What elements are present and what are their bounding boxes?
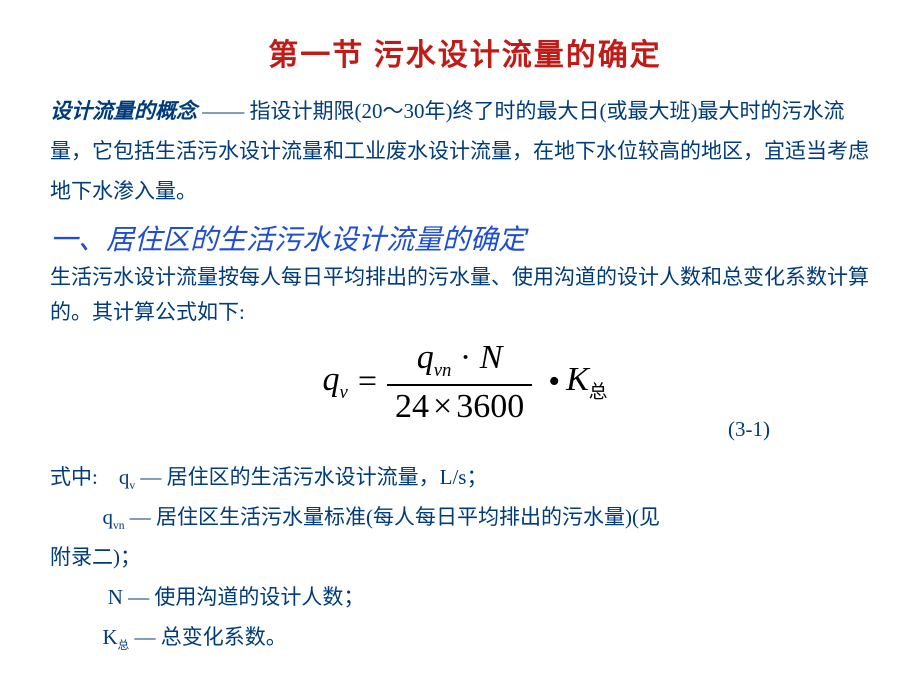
lhs-base: q [323, 361, 340, 398]
formula-block: qv = qvn · N 24×3600 • K总 (3-1) [50, 339, 880, 426]
text-0: 居住区的生活污水设计流量，L/s； [167, 465, 488, 489]
where-line-0: 式中: qv — 居住区的生活污水设计流量，L/s； [50, 458, 880, 498]
equation-number: (3-1) [728, 417, 770, 442]
where-line-4: K总 — 总变化系数。 [50, 618, 880, 658]
text-1: 居住区生活污水量标准(每人每日平均排出的污水量)(见 [156, 505, 660, 529]
den-a: 24 [395, 388, 429, 425]
sym-0: q [119, 465, 130, 489]
K-sub: 总 [589, 382, 608, 403]
num-sub: vn [434, 360, 452, 381]
where-block: 式中: qv — 居住区的生活污水设计流量，L/s； qvn — 居住区生活污水… [50, 458, 880, 658]
den-b: 3600 [456, 388, 524, 425]
concept-paragraph: 设计流量的概念 —— 指设计期限(20～30年)终了时的最大日(或最大班)最大时… [50, 92, 880, 212]
formula-lhs: qv [323, 361, 348, 404]
dash-1: — [125, 505, 157, 529]
den-times: × [433, 388, 452, 425]
dash-4: — [129, 625, 161, 649]
text-3: 使用沟道的设计人数； [154, 585, 364, 609]
concept-label: 设计流量的概念 [50, 99, 197, 123]
sub-1: vn [113, 520, 125, 532]
sym-4: K [103, 625, 118, 649]
cont-2: 附录二)； [50, 545, 141, 569]
where-line-2: 附录二)； [50, 538, 880, 578]
sub-4: 总 [118, 640, 130, 652]
fraction: qvn · N 24×3600 [387, 339, 532, 426]
dash-0: — [135, 465, 167, 489]
sym-1: q [103, 505, 114, 529]
denominator: 24×3600 [387, 384, 532, 426]
equals-sign: = [358, 363, 377, 401]
num-dot: · [460, 339, 471, 376]
dash-3: — [123, 585, 155, 609]
bullet-dot: • [548, 363, 560, 401]
where-intro: 式中: [50, 465, 98, 489]
lhs-sub: v [340, 382, 348, 403]
where-line-3: N — 使用沟道的设计人数； [50, 578, 880, 618]
section-heading: 一、居住区的生活污水设计流量的确定 [50, 218, 880, 258]
numerator: qvn · N [409, 339, 511, 384]
K-base: K [566, 361, 589, 398]
where-line-1: qvn — 居住区生活污水量标准(每人每日平均排出的污水量)(见 [50, 498, 880, 538]
formula-K: K总 [566, 361, 607, 404]
text-4: 总变化系数。 [161, 625, 287, 649]
page-title: 第一节 污水设计流量的确定 [50, 30, 880, 74]
sym-3: N [108, 585, 123, 609]
num-q: q [417, 339, 434, 376]
num-N: N [480, 339, 503, 376]
concept-dash: —— [197, 99, 250, 123]
section-description: 生活污水设计流量按每人每日平均排出的污水量、使用沟道的设计人数和总变化系数计算的… [50, 260, 880, 331]
